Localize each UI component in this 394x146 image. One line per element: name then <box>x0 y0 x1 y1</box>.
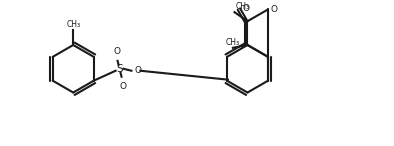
Text: S: S <box>116 64 123 74</box>
Text: CH₃: CH₃ <box>66 20 80 29</box>
Text: O: O <box>119 82 126 91</box>
Text: O: O <box>242 4 249 13</box>
Text: O: O <box>134 66 141 75</box>
Text: CH₃: CH₃ <box>236 2 250 11</box>
Text: O: O <box>270 5 277 14</box>
Text: O: O <box>113 47 120 56</box>
Text: CH₃: CH₃ <box>226 38 240 47</box>
